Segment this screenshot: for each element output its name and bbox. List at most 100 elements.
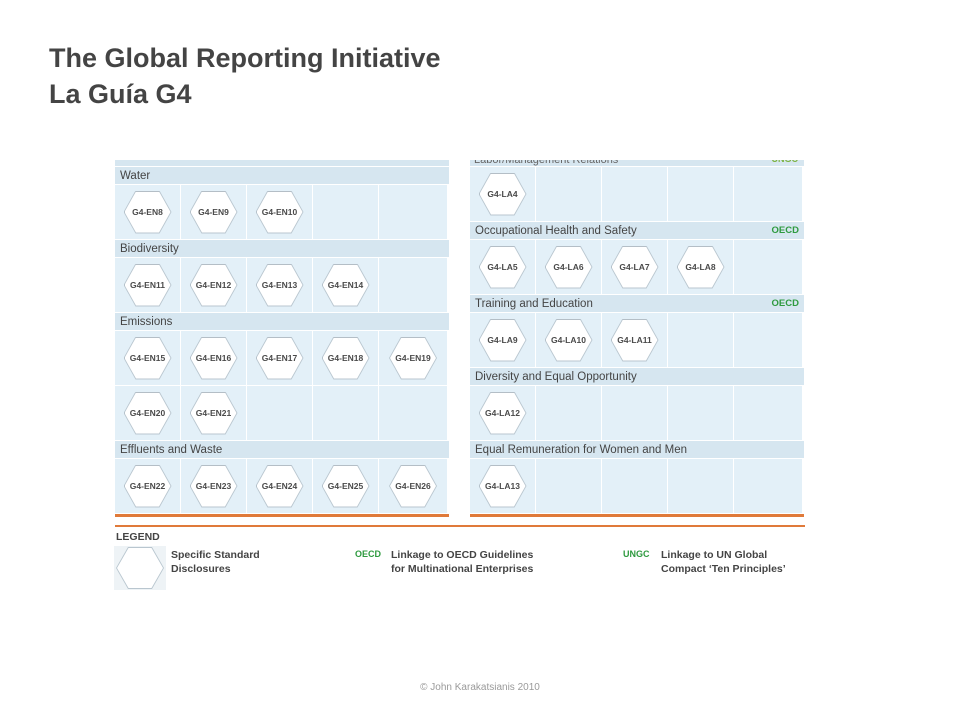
indicator-code: G4-EN22 [124,465,171,507]
hexagon-icon: G4-LA11 [610,318,659,362]
hexagon-icon: G4-EN9 [189,190,238,234]
indicator-cell [734,313,802,367]
category-label: Occupational Health and Safety [475,224,637,237]
hexagon-icon: G4-EN10 [255,190,304,234]
hexagon-icon: G4-EN15 [123,336,172,380]
hexagon-icon: G4-EN8 [123,190,172,234]
indicator-cell: G4-EN24 [247,459,313,513]
indicator-code: G4-LA7 [611,246,658,288]
indicator-cell: G4-LA9 [470,313,536,367]
indicator-cell [379,386,447,440]
truncated-section-row: Labor/Management Relations UNGC [470,160,804,167]
hexagon-icon: G4-EN11 [123,263,172,307]
hexagon-icon: G4-EN21 [189,391,238,435]
indicator-cell: G4-EN26 [379,459,447,513]
indicator-code: G4-EN19 [390,337,436,379]
legend-item-disclosures-line1: Specific Standard [171,549,260,561]
indicator-code: G4-LA5 [479,246,526,288]
indicator-cell: G4-LA8 [668,240,734,294]
category-label: Diversity and Equal Opportunity [475,370,637,383]
legend-item-ungc: Linkage to UN Global Compact ‘Ten Princi… [661,548,786,576]
legend-title: LEGEND [116,531,160,543]
hexagon-icon: G4-EN26 [389,464,437,508]
indicator-cell: G4-EN13 [247,258,313,312]
title-line-2: La Guía G4 [49,79,192,109]
indicator-cell: G4-LA10 [536,313,602,367]
indicator-code: G4-EN13 [256,264,303,306]
indicator-cell: G4-EN16 [181,331,247,385]
indicator-cell [734,386,802,440]
indicator-code: G4-EN11 [124,264,171,306]
hexagon-icon: G4-EN22 [123,464,172,508]
indicator-cell: G4-LA4 [470,167,536,221]
indicator-cell: G4-EN25 [313,459,379,513]
indicator-cell: G4-LA5 [470,240,536,294]
indicator-row: G4-EN15 G4-EN16 G4-EN17 G4-EN18 G4-EN19 [115,331,449,386]
category-header: Diversity and Equal Opportunity [470,368,804,386]
hexagon-icon: G4-LA7 [610,245,659,289]
indicator-cell [379,185,447,239]
indicator-cell: G4-EN15 [115,331,181,385]
indicator-cell [734,240,802,294]
indicator-cell [668,167,734,221]
indicator-cell: G4-EN21 [181,386,247,440]
category-header: Biodiversity [115,240,449,258]
hexagon-icon: G4-LA12 [478,391,527,435]
indicator-row: G4-LA4 [470,167,804,222]
category-badge: OECD [771,225,799,236]
indicator-cell: G4-EN19 [379,331,447,385]
indicator-code: G4-EN10 [256,191,303,233]
indicator-cell [313,386,379,440]
indicator-cell: G4-LA12 [470,386,536,440]
indicator-code: G4-EN18 [322,337,369,379]
indicator-cell: G4-EN9 [181,185,247,239]
indicator-cell [668,313,734,367]
legend-item-oecd-line2: for Multinational Enterprises [391,563,534,575]
indicator-code: G4-EN25 [322,465,369,507]
hexagon-icon: G4-LA13 [478,464,527,508]
panel-bottom-rule [115,514,449,517]
legend-divider [115,525,805,527]
hexagon-icon: G4-LA4 [478,172,527,216]
hexagon-icon: G4-LA6 [544,245,593,289]
indicator-row: G4-EN20 G4-EN21 [115,386,449,441]
indicator-code: G4-EN17 [256,337,303,379]
indicator-code: G4-LA9 [479,319,526,361]
indicator-code: G4-EN16 [190,337,237,379]
indicator-cell [734,459,802,513]
indicator-cell [247,386,313,440]
category-header: Equal Remuneration for Women and Men [470,441,804,459]
indicator-cell [602,386,668,440]
indicator-cell [602,459,668,513]
category-label: Emissions [120,315,173,328]
legend-item-disclosures-line2: Disclosures [171,563,231,575]
legend-item-disclosures: Specific Standard Disclosures [171,548,260,576]
hexagon-icon: G4-EN20 [123,391,172,435]
indicator-code: G4-EN14 [322,264,369,306]
indicator-code: G4-EN26 [390,465,436,507]
indicator-code: G4-LA12 [479,392,526,434]
indicator-cell: G4-LA7 [602,240,668,294]
indicator-code: G4-LA10 [545,319,592,361]
indicator-code: G4-LA4 [479,173,526,215]
indicator-cell: G4-EN18 [313,331,379,385]
category-header: Water [115,167,449,185]
indicator-cell: G4-LA11 [602,313,668,367]
page-title: The Global Reporting Initiative La Guía … [49,40,441,112]
truncated-section-row [115,160,449,167]
hexagon-icon: G4-LA10 [544,318,593,362]
indicator-code: G4-EN9 [190,191,237,233]
indicator-cell: G4-EN23 [181,459,247,513]
hexagon-icon [117,548,163,588]
hexagon-icon: G4-EN14 [321,263,370,307]
indicator-cell [536,459,602,513]
hexagon-icon: G4-EN16 [189,336,238,380]
category-label: Effluents and Waste [120,443,223,456]
hexagon-icon: G4-EN24 [255,464,304,508]
panel-bottom-rule [470,514,804,517]
category-label: Equal Remuneration for Women and Men [475,443,688,456]
indicator-row: G4-LA13 [470,459,804,514]
category-badge: OECD [771,298,799,309]
hexagon-icon: G4-EN13 [255,263,304,307]
truncated-section-badge: UNGC [772,160,799,164]
